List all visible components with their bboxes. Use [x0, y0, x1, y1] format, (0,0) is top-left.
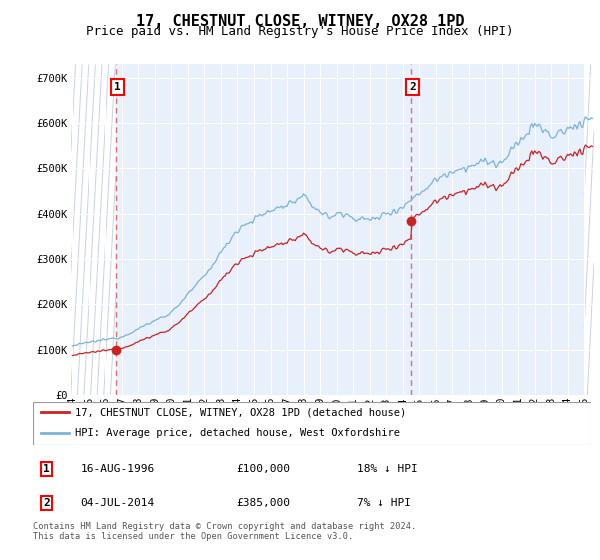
Text: 16-AUG-1996: 16-AUG-1996: [80, 464, 155, 474]
Text: HPI: Average price, detached house, West Oxfordshire: HPI: Average price, detached house, West…: [75, 428, 400, 438]
Bar: [584, 64, 594, 395]
Text: £100,000: £100,000: [236, 464, 290, 474]
Text: 17, CHESTNUT CLOSE, WITNEY, OX28 1PD: 17, CHESTNUT CLOSE, WITNEY, OX28 1PD: [136, 14, 464, 29]
Text: 17, CHESTNUT CLOSE, WITNEY, OX28 1PD (detached house): 17, CHESTNUT CLOSE, WITNEY, OX28 1PD (de…: [75, 408, 406, 417]
Text: 7% ↓ HPI: 7% ↓ HPI: [356, 498, 410, 508]
Text: 18% ↓ HPI: 18% ↓ HPI: [356, 464, 418, 474]
Text: Contains HM Land Registry data © Crown copyright and database right 2024.
This d: Contains HM Land Registry data © Crown c…: [33, 522, 416, 542]
Text: 1: 1: [43, 464, 50, 474]
Bar: [71, 64, 116, 395]
Text: Price paid vs. HM Land Registry's House Price Index (HPI): Price paid vs. HM Land Registry's House …: [86, 25, 514, 38]
Text: £385,000: £385,000: [236, 498, 290, 508]
Text: 04-JUL-2014: 04-JUL-2014: [80, 498, 155, 508]
Text: 2: 2: [409, 82, 416, 92]
Text: 1: 1: [114, 82, 121, 92]
Text: 2: 2: [43, 498, 50, 508]
